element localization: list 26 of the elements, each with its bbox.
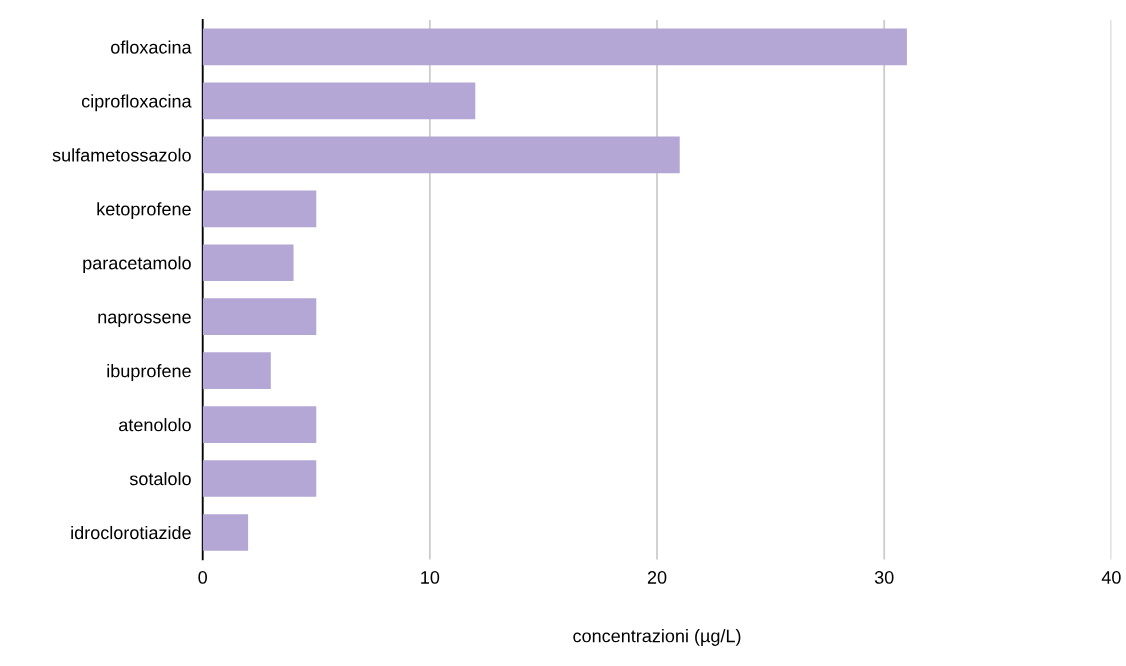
bar xyxy=(202,298,317,336)
y-tick-label: naprossene xyxy=(98,313,191,327)
bar xyxy=(202,244,294,282)
y-tick-label: idroclorotiazide xyxy=(71,525,191,540)
y-tick-label: ciprofloxacina xyxy=(81,94,192,112)
y-tick-label: sulfametossazolo xyxy=(52,148,191,162)
x-tick-label: 40 xyxy=(1101,571,1121,584)
bar xyxy=(202,82,476,120)
y-tick-label: atenololo xyxy=(119,418,191,432)
y-tick-label: ibuprofene xyxy=(107,364,191,381)
y-tick-label: paracetamolo xyxy=(83,256,191,274)
bar xyxy=(202,28,907,66)
y-tick-label: ketoprofene xyxy=(97,202,191,220)
bar xyxy=(202,460,317,497)
x-tick-label: 20 xyxy=(647,571,667,584)
x-axis-title: concentrazioni (µg/L) xyxy=(573,629,741,646)
bar xyxy=(202,190,317,228)
y-tick-label: ofloxacina xyxy=(111,40,192,54)
bar xyxy=(202,352,271,389)
y-tick-label: sotalolo xyxy=(129,471,191,486)
bar xyxy=(202,136,680,174)
x-tick-label: 10 xyxy=(421,571,440,584)
x-tick-label: 0 xyxy=(198,571,207,584)
x-tick-label: 30 xyxy=(874,571,894,584)
bar xyxy=(202,406,317,443)
bar xyxy=(202,514,249,551)
